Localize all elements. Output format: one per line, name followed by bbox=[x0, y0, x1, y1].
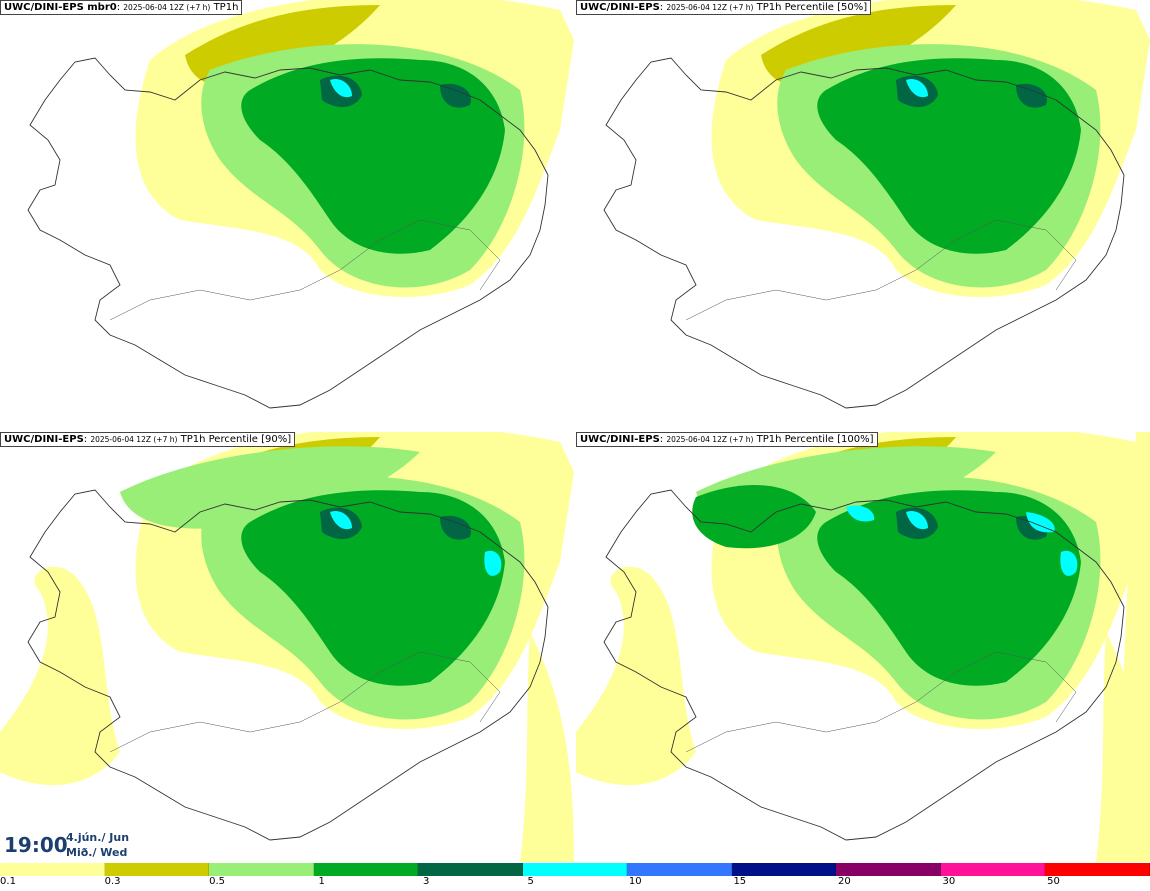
legend-label: 0.1 bbox=[0, 876, 16, 887]
legend-label: 5 bbox=[527, 876, 534, 887]
precip-map bbox=[27, 0, 574, 409]
title-separator: : bbox=[659, 434, 667, 445]
model-source: UWC/DINI-EPS bbox=[580, 434, 660, 445]
model-source: UWC/DINI-EPS bbox=[580, 2, 660, 13]
precip-area bbox=[1026, 512, 1055, 533]
panel-title: UWC/DINI-EPS: 2025-06-04 12Z (+7 h) TP1h… bbox=[0, 432, 296, 447]
map-panel: UWC/DINI-EPS: 2025-06-04 12Z (+7 h) TP1h… bbox=[576, 432, 1150, 862]
precip-area bbox=[0, 566, 120, 786]
precip-area bbox=[817, 490, 1081, 686]
precip-area bbox=[520, 632, 574, 862]
precip-area bbox=[906, 510, 928, 530]
legend-colorbar bbox=[0, 863, 1150, 876]
precip-area bbox=[241, 58, 506, 254]
precip-map bbox=[603, 0, 1150, 409]
valid-time-box: 19:00 4.jún./ Jun Mið./ Wed bbox=[0, 828, 132, 862]
legend-swatch bbox=[940, 863, 1046, 876]
precip-area bbox=[440, 83, 471, 108]
precip-area bbox=[241, 490, 506, 686]
precip-area bbox=[1016, 83, 1047, 108]
precip-area bbox=[817, 58, 1081, 254]
precip-area bbox=[906, 78, 928, 98]
legend-label: 3 bbox=[422, 876, 430, 887]
road-line bbox=[685, 219, 1077, 321]
legend-label: 1 bbox=[318, 876, 325, 887]
panel-title: UWC/DINI-EPS mbr0: 2025-06-04 12Z (+7 h)… bbox=[0, 0, 243, 15]
title-separator: : bbox=[116, 2, 124, 13]
title-separator: : bbox=[83, 434, 91, 445]
road-line bbox=[685, 651, 1077, 753]
title-separator: : bbox=[659, 2, 667, 13]
legend-swatch bbox=[104, 863, 210, 876]
precip-area bbox=[576, 566, 696, 786]
precip-area bbox=[330, 78, 352, 98]
legend-swatch bbox=[0, 863, 105, 876]
legend-swatch bbox=[209, 863, 314, 876]
precip-legend: 0.1 0.3 0.5 1 3 5 10 15 20 30 50 bbox=[0, 862, 1150, 891]
coastline bbox=[603, 57, 1125, 409]
panel-title: UWC/DINI-EPS: 2025-06-04 12Z (+7 h) TP1h… bbox=[576, 0, 872, 15]
precip-map bbox=[576, 432, 1150, 862]
precip-map bbox=[0, 432, 574, 862]
precip-area bbox=[330, 510, 352, 530]
field-name: TP1h Percentile [50%] bbox=[756, 2, 868, 13]
valid-time-clock: 19:00 bbox=[4, 833, 68, 857]
legend-label: 15 bbox=[733, 876, 747, 887]
field-name: TP1h Percentile [90%] bbox=[180, 434, 292, 445]
legend-label: 0.3 bbox=[104, 876, 121, 887]
legend-swatch bbox=[522, 863, 628, 876]
road-line bbox=[109, 219, 501, 321]
panel-title: UWC/DINI-EPS: 2025-06-04 12Z (+7 h) TP1h… bbox=[576, 432, 878, 447]
precip-area bbox=[846, 505, 875, 522]
legend-swatch bbox=[418, 863, 523, 876]
map-panel: UWC/DINI-EPS: 2025-06-04 12Z (+7 h) TP1h… bbox=[0, 432, 574, 862]
legend-labels: 0.1 0.3 0.5 1 3 5 10 15 20 30 50 bbox=[0, 876, 1150, 890]
field-name: TP1h Percentile [100%] bbox=[756, 434, 874, 445]
valid-date-line2: Mið./ Wed bbox=[66, 846, 128, 859]
precip-area bbox=[484, 550, 502, 576]
coastline bbox=[603, 489, 1125, 841]
run-time: 2025-06-04 12Z (+7 h) bbox=[666, 435, 754, 444]
model-source: UWC/DINI-EPS mbr0 bbox=[4, 2, 117, 13]
map-panel: UWC/DINI-EPS mbr0: 2025-06-04 12Z (+7 h)… bbox=[0, 0, 574, 430]
run-time: 2025-06-04 12Z (+7 h) bbox=[90, 435, 178, 444]
run-time: 2025-06-04 12Z (+7 h) bbox=[666, 3, 754, 12]
legend-swatch bbox=[313, 863, 419, 876]
coastline bbox=[27, 489, 549, 841]
legend-swatch bbox=[1045, 863, 1150, 876]
run-time: 2025-06-04 12Z (+7 h) bbox=[123, 3, 211, 12]
precip-area bbox=[1116, 432, 1150, 862]
coastline bbox=[27, 57, 549, 409]
precip-area bbox=[120, 446, 420, 529]
legend-label: 50 bbox=[1047, 876, 1060, 887]
valid-date-line1: 4.jún./ Jun bbox=[66, 831, 130, 844]
legend-label: 10 bbox=[628, 876, 642, 887]
road-line bbox=[109, 651, 501, 753]
map-panel: UWC/DINI-EPS: 2025-06-04 12Z (+7 h) TP1h… bbox=[576, 0, 1150, 430]
legend-label: 30 bbox=[942, 876, 956, 887]
legend-swatch bbox=[836, 863, 941, 876]
legend-label: 20 bbox=[837, 876, 851, 887]
precip-area bbox=[692, 485, 816, 549]
legend-swatch bbox=[627, 863, 732, 876]
legend-swatch bbox=[731, 863, 837, 876]
model-source: UWC/DINI-EPS bbox=[4, 434, 84, 445]
field-name: TP1h bbox=[213, 2, 239, 13]
precip-area bbox=[440, 515, 471, 540]
legend-label: 0.5 bbox=[209, 876, 226, 887]
precip-area bbox=[1060, 550, 1078, 576]
